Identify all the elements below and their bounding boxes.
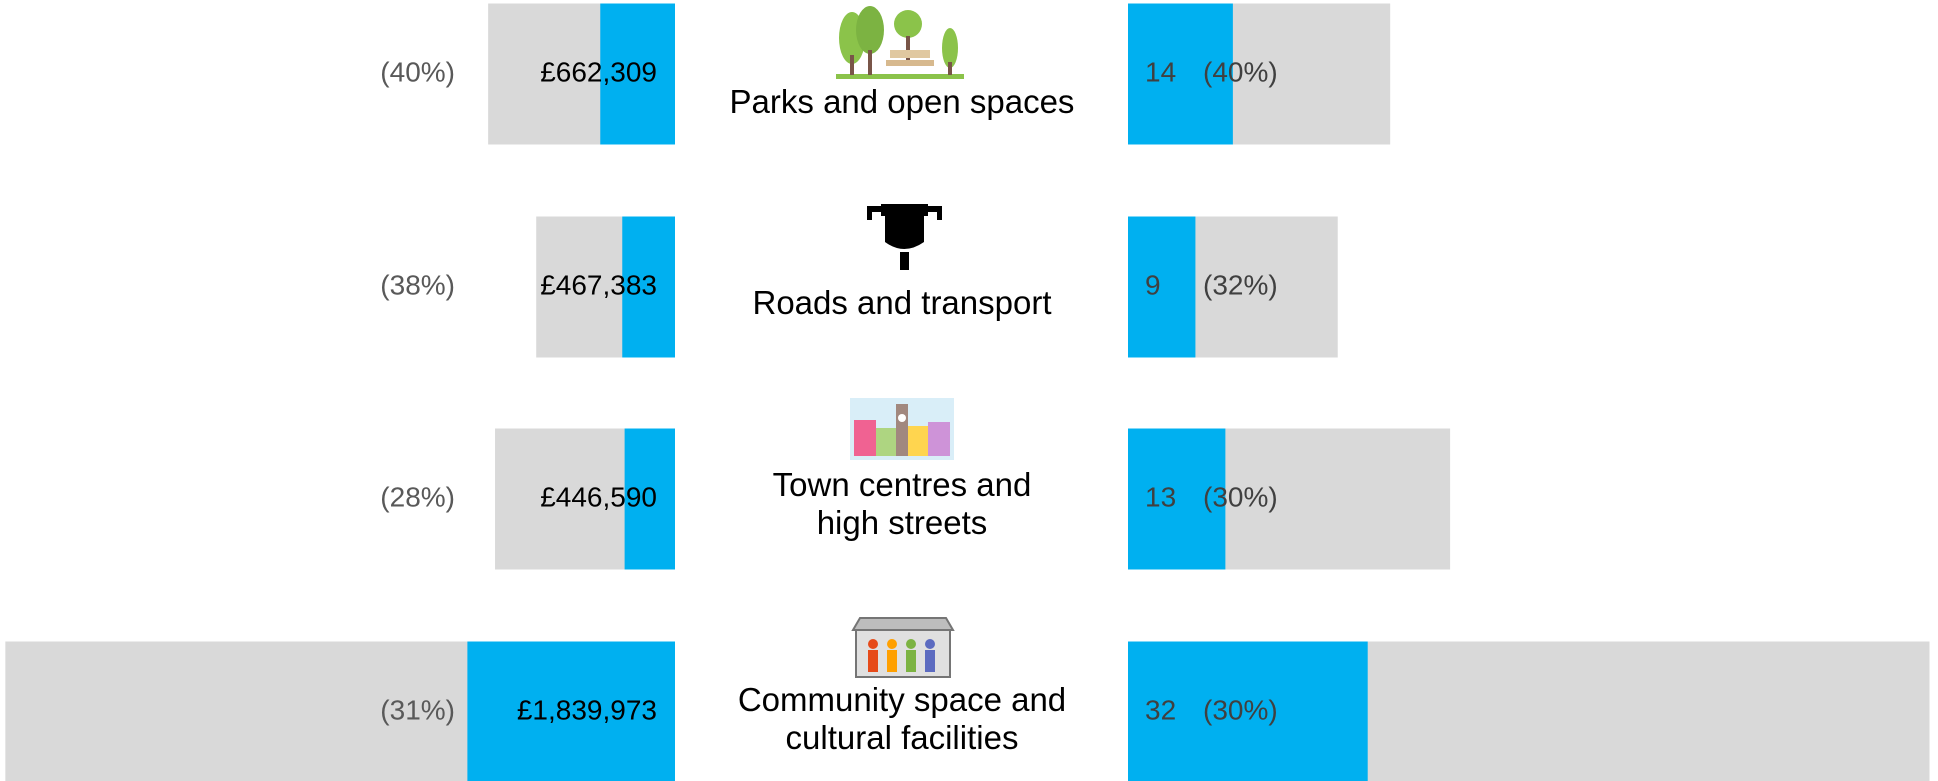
- category-label: Parks and open spaces: [692, 83, 1112, 121]
- icon-park: [836, 6, 964, 79]
- left-share-label: (28%): [380, 481, 455, 512]
- right-share-label: (32%): [1203, 269, 1278, 300]
- icon-jackhammer: [867, 204, 942, 270]
- right-value-label: 32: [1145, 694, 1176, 725]
- left-value-label: £1,839,973: [517, 694, 657, 725]
- icon-community: [853, 618, 953, 677]
- right-value-label: 13: [1145, 481, 1176, 512]
- category-label: Town centres and high streets: [737, 466, 1067, 542]
- right-share-label: (30%): [1203, 694, 1278, 725]
- icon-town: [850, 398, 954, 460]
- right-value-label: 14: [1145, 56, 1176, 87]
- left-value-label: £662,309: [540, 56, 657, 87]
- right-value-label: 9: [1145, 269, 1161, 300]
- category-label: Roads and transport: [692, 284, 1112, 322]
- right-share-label: (30%): [1203, 481, 1278, 512]
- page: (40%) £662,309 14 (40%) (38%) £467,383 9 (32%) (…: [0, 0, 1938, 781]
- left-share-label: (38%): [380, 269, 455, 300]
- category-label: Community space and cultural facilities: [737, 681, 1067, 757]
- left-share-label: (31%): [380, 694, 455, 725]
- left-share-label: (40%): [380, 56, 455, 87]
- right-bar: [1128, 217, 1195, 358]
- left-value-label: £467,383: [540, 269, 657, 300]
- left-value-label: £446,590: [540, 481, 657, 512]
- right-share-label: (40%): [1203, 56, 1278, 87]
